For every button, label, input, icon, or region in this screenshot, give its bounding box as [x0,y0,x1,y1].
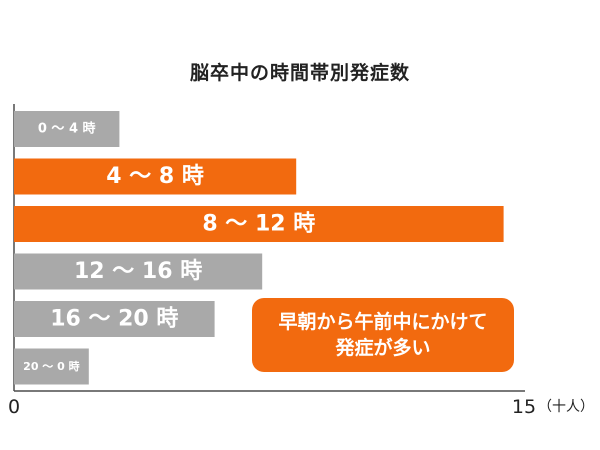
bar-group: 0 ～ 4 時 4 ～ 8 時 8 ～ 12 時12 ～ 16 時 16 ～ 20 時… [14,111,504,385]
chart-title: 脳卒中の時間帯別発症数 [189,62,410,84]
bar-3 [14,206,504,242]
annotation-callout: 早朝から午前中にかけて 発症が多い [252,298,514,372]
bar-label-1: 0 ～ 4 時 [38,121,96,137]
annotation-line-2: 発症が多い [335,337,431,359]
bar-label-2: 4 ～ 8 時 [106,164,204,189]
x-axis-unit: （十人） [538,399,594,415]
annotation-line-1: 早朝から午前中にかけて [278,311,488,333]
bar-1 [14,111,120,147]
bar-6 [14,348,89,385]
bar-label-5: 16 ～ 20 時 [50,307,178,332]
bar-label-3: 8 ～ 12 時 [202,212,315,237]
x-tick-max: 15 [512,396,536,418]
x-tick-min: 0 [8,396,20,418]
bar-label-4: 12 ～ 16 時 [74,259,202,284]
bar-4 [14,253,263,290]
bar-label-6: 20 ～ 0 時 [23,359,79,373]
bar-5 [14,301,215,337]
bar-2 [14,158,297,195]
